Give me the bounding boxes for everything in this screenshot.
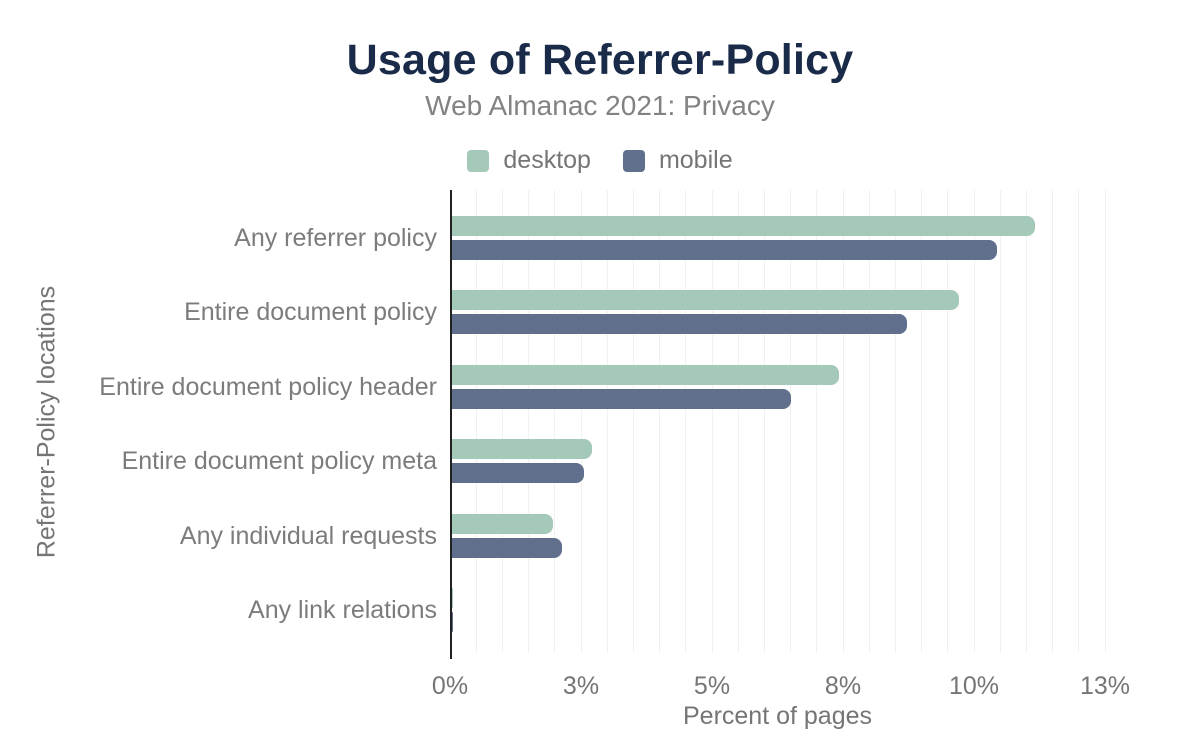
y-axis-line — [450, 190, 452, 659]
gridline-vertical — [973, 190, 975, 653]
x-tick-label-0: 0% — [431, 672, 469, 700]
gridline-vertical — [1078, 190, 1080, 653]
legend-label-mobile: mobile — [658, 146, 733, 174]
y-axis-title: Referrer-Policy locations — [32, 285, 61, 559]
plot-area — [450, 190, 1106, 659]
category-label-1: Entire document policy — [184, 298, 437, 327]
gridline-vertical — [842, 190, 844, 653]
category-label-2: Entire document policy header — [99, 372, 437, 401]
chart-title: Usage of Referrer-Policy — [346, 36, 854, 84]
x-axis-title: Percent of pages — [682, 702, 872, 730]
chart-subtitle: Web Almanac 2021: Privacy — [425, 90, 775, 121]
x-tick-label-3: 8% — [824, 672, 862, 700]
bar-desktop-5 — [452, 588, 453, 608]
bar-mobile-5 — [452, 612, 453, 632]
gridline-vertical — [1025, 190, 1027, 653]
x-tick-label-4: 10% — [948, 672, 1000, 700]
gridline-vertical — [1052, 190, 1054, 653]
gridline-vertical — [711, 190, 713, 653]
legend-swatch-desktop — [467, 149, 490, 172]
x-tick-label-1: 3% — [562, 672, 600, 700]
x-tick-label-2: 5% — [693, 672, 731, 700]
bar-desktop-2 — [452, 364, 840, 385]
gridline-vertical — [790, 190, 792, 653]
gridline-vertical — [554, 190, 556, 653]
gridline-vertical — [894, 190, 896, 653]
gridline-vertical — [528, 190, 530, 653]
gridline-vertical — [606, 190, 608, 653]
bar-mobile-0 — [452, 240, 997, 260]
legend-label-desktop: desktop — [503, 146, 591, 174]
gridline-vertical — [999, 190, 1001, 653]
legend-item-mobile: mobile — [622, 146, 733, 175]
bar-desktop-0 — [452, 216, 1035, 236]
category-label-4: Any individual requests — [179, 521, 437, 550]
gridline-vertical — [580, 190, 582, 653]
legend-swatch-mobile — [622, 149, 645, 172]
gridline-vertical — [501, 190, 503, 653]
bar-mobile-3 — [452, 463, 584, 484]
gridline-vertical — [685, 190, 687, 653]
bar-desktop-3 — [452, 439, 592, 460]
gridline-vertical — [737, 190, 739, 653]
gridline-vertical — [868, 190, 870, 653]
bar-mobile-1 — [452, 314, 907, 335]
legend-item-desktop: desktop — [467, 146, 591, 175]
legend: desktop mobile — [0, 146, 1200, 175]
bar-desktop-1 — [452, 290, 960, 311]
bar-desktop-4 — [452, 513, 554, 534]
gridline-vertical — [816, 190, 818, 653]
gridline-vertical — [475, 190, 477, 653]
bar-mobile-2 — [452, 388, 792, 409]
bar-mobile-4 — [452, 537, 562, 558]
category-label-5: Any link relations — [248, 596, 437, 624]
gridline-vertical — [921, 190, 923, 653]
category-label-0: Any referrer policy — [234, 224, 437, 252]
gridline-vertical — [632, 190, 634, 653]
gridline-vertical — [947, 190, 949, 653]
gridline-vertical — [763, 190, 765, 653]
gridline-vertical — [659, 190, 661, 653]
x-tick-label-5: 13% — [1079, 672, 1131, 700]
category-label-3: Entire document policy meta — [121, 447, 437, 476]
gridline-vertical — [1104, 190, 1106, 653]
